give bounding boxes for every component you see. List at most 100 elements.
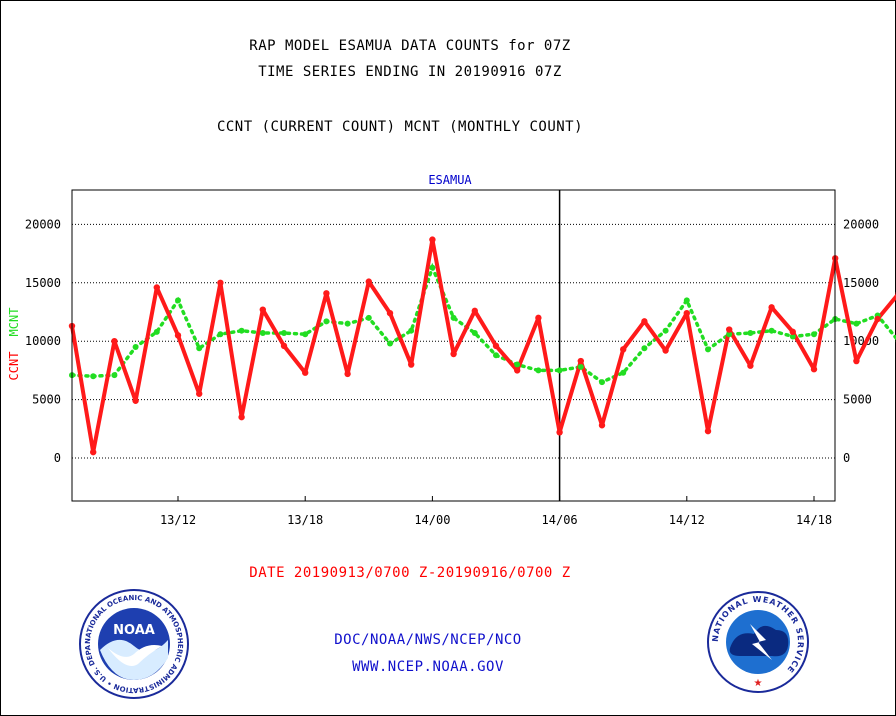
noaa-logo: NATIONAL OCEANIC AND ATMOSPHERIC ADMINIS… xyxy=(78,588,189,699)
data-point-mcnt xyxy=(111,372,118,379)
chart-title-line2: TIME SERIES ENDING IN 20190916 07Z xyxy=(258,64,562,80)
y-tick-label-right: 5000 xyxy=(843,393,872,407)
data-point-ccnt xyxy=(768,304,775,311)
y-tick-label-left: 15000 xyxy=(25,276,61,290)
data-point-ccnt xyxy=(323,290,330,297)
chart-title-line1: RAP MODEL ESAMUA DATA COUNTS for 07Z xyxy=(249,38,571,54)
data-point-ccnt xyxy=(535,314,542,322)
y-tick-label-right: 10000 xyxy=(843,334,879,348)
data-point-mcnt xyxy=(408,327,415,334)
data-point-mcnt xyxy=(365,314,372,321)
series-line-ccnt xyxy=(70,237,896,455)
y-tick-label-left: 0 xyxy=(54,451,61,465)
y-tick-label-left: 10000 xyxy=(25,334,61,348)
y-axis-label-ccnt: CCNT xyxy=(7,352,21,381)
data-point-ccnt xyxy=(196,390,203,397)
panel-title: ESAMUA xyxy=(428,173,472,187)
data-point-mcnt xyxy=(789,333,796,340)
data-point-mcnt xyxy=(768,327,775,334)
y-tick-label-right: 15000 xyxy=(843,276,879,290)
data-point-mcnt xyxy=(259,330,266,337)
data-point-ccnt xyxy=(853,357,860,365)
data-point-ccnt xyxy=(789,328,796,336)
data-point-ccnt xyxy=(132,397,139,404)
nws-star-icon: ★ xyxy=(754,678,763,689)
data-point-ccnt xyxy=(514,367,521,374)
data-point-mcnt xyxy=(387,340,393,347)
x-tick-label: 14/12 xyxy=(669,513,705,527)
plot-border xyxy=(71,189,836,502)
x-tick-label: 14/00 xyxy=(414,513,450,527)
data-point-ccnt xyxy=(577,357,584,365)
grid xyxy=(72,190,835,501)
url-link[interactable]: WWW.NCEP.NOAA.GOV xyxy=(352,659,504,675)
data-point-ccnt xyxy=(365,278,372,285)
data-point-mcnt xyxy=(493,352,499,359)
noaa-wordmark: NOAA xyxy=(113,623,155,638)
data-point-ccnt xyxy=(344,370,351,378)
date-range: DATE 20190913/0700 Z-20190916/0700 Z xyxy=(249,565,571,581)
data-point-mcnt xyxy=(683,297,690,304)
y-axis-label-mcnt: MCNT xyxy=(7,308,21,337)
data-point-mcnt xyxy=(429,264,436,271)
data-point-ccnt xyxy=(217,279,224,286)
data-point-ccnt xyxy=(704,427,712,435)
data-point-ccnt xyxy=(386,309,394,317)
data-point-ccnt xyxy=(471,307,478,315)
data-point-mcnt xyxy=(323,318,330,325)
data-point-ccnt xyxy=(111,338,118,345)
data-point-mcnt xyxy=(747,330,754,337)
data-point-mcnt xyxy=(450,314,457,321)
data-point-ccnt xyxy=(598,422,606,429)
data-point-ccnt xyxy=(259,306,266,313)
x-tick-label: 13/18 xyxy=(287,513,323,527)
series-lines xyxy=(70,237,896,455)
series-points xyxy=(68,236,896,456)
data-point-ccnt xyxy=(726,326,733,333)
data-point-mcnt xyxy=(153,328,160,335)
data-point-ccnt xyxy=(174,332,182,339)
data-point-ccnt xyxy=(238,413,245,421)
data-point-mcnt xyxy=(577,363,584,370)
y-tick-label-right: 0 xyxy=(843,451,850,465)
y-tick-label-left: 5000 xyxy=(32,393,61,407)
data-point-mcnt xyxy=(641,345,648,352)
data-point-mcnt xyxy=(132,344,139,351)
data-point-ccnt xyxy=(429,236,436,243)
data-point-mcnt xyxy=(175,297,181,304)
data-point-mcnt xyxy=(281,330,287,337)
axis-ticks: 0 0 5000 5000 10000 10000 15000 15000 20000 20000… xyxy=(25,217,879,527)
data-point-mcnt xyxy=(217,331,224,338)
data-point-mcnt xyxy=(302,331,309,338)
data-point-mcnt xyxy=(90,373,97,380)
data-point-mcnt xyxy=(811,331,817,338)
data-point-ccnt xyxy=(90,448,97,456)
data-point-mcnt xyxy=(705,346,711,353)
data-point-ccnt xyxy=(662,347,669,354)
nws-logo: NATIONAL WEATHER SERVICE ★ xyxy=(707,591,809,693)
data-point-mcnt xyxy=(853,320,860,327)
data-point-ccnt xyxy=(641,318,648,325)
chart-title-line3: CCNT (CURRENT COUNT) MCNT (MONTHLY COUNT… xyxy=(216,119,584,135)
data-point-mcnt xyxy=(726,331,733,338)
data-point-mcnt xyxy=(599,379,605,386)
org-text: DOC/NOAA/NWS/NCEP/NCO xyxy=(334,632,522,648)
y-tick-label-right: 20000 xyxy=(843,217,879,231)
data-point-mcnt xyxy=(238,327,245,334)
data-point-ccnt xyxy=(747,362,754,369)
data-point-mcnt xyxy=(514,361,521,368)
x-tick-label: 14/06 xyxy=(542,513,578,527)
x-tick-label: 13/12 xyxy=(160,513,196,527)
data-point-ccnt xyxy=(556,429,563,436)
data-point-mcnt xyxy=(471,330,478,337)
data-point-mcnt xyxy=(556,367,563,374)
data-point-mcnt xyxy=(535,367,542,374)
data-point-mcnt xyxy=(662,327,669,334)
y-tick-label-left: 20000 xyxy=(25,217,61,231)
data-point-ccnt xyxy=(874,315,881,323)
data-point-ccnt xyxy=(280,342,288,350)
data-point-ccnt xyxy=(810,366,818,373)
data-point-ccnt xyxy=(153,284,160,291)
